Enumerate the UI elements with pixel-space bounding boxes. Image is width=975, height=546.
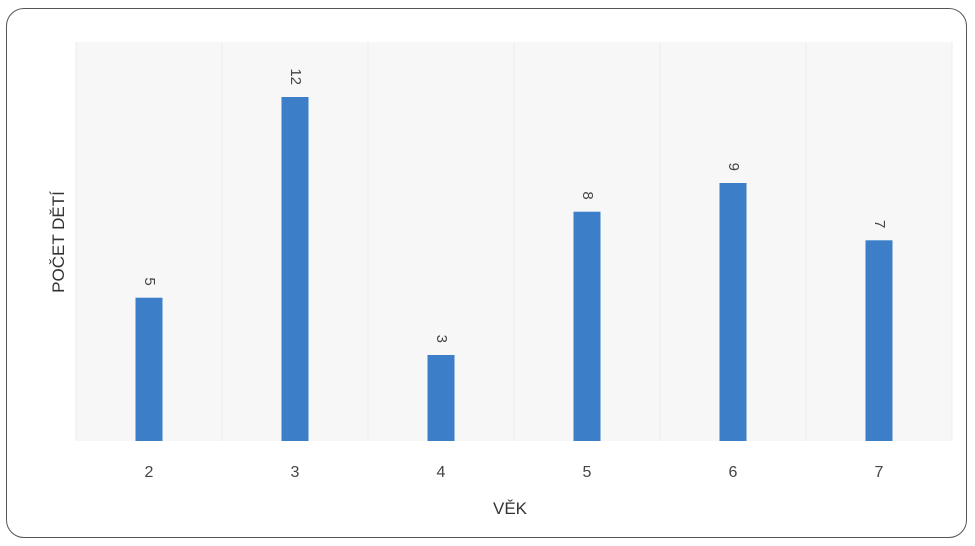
data-label-3: 12: [287, 68, 304, 85]
bar-4: [427, 355, 455, 441]
data-label-7: 7: [871, 220, 888, 228]
x-tick-label-5: 5: [583, 464, 592, 481]
bar-6: [719, 183, 747, 441]
data-label-2: 5: [141, 277, 158, 285]
data-labels-group: 5 12 3 8 9 7: [141, 68, 888, 343]
x-tick-label-4: 4: [437, 464, 446, 481]
y-axis-title: POČET DĚTÍ: [49, 191, 68, 293]
x-tick-label-3: 3: [291, 464, 300, 481]
bar-7: [865, 240, 893, 441]
x-tick-label-6: 6: [729, 464, 738, 481]
data-label-6: 9: [725, 163, 742, 171]
bar-3: [281, 97, 309, 441]
bars-group: [135, 97, 893, 441]
data-label-4: 3: [433, 335, 450, 343]
x-tick-label-2: 2: [145, 464, 154, 481]
x-axis-title: VĚK: [493, 499, 528, 518]
gridlines: [75, 42, 953, 441]
data-label-5: 8: [579, 191, 596, 199]
x-tick-labels-group: 2 3 4 5 6 7: [145, 464, 884, 481]
x-tick-label-7: 7: [875, 464, 884, 481]
bar-5: [573, 211, 601, 441]
bar-2: [135, 297, 163, 441]
